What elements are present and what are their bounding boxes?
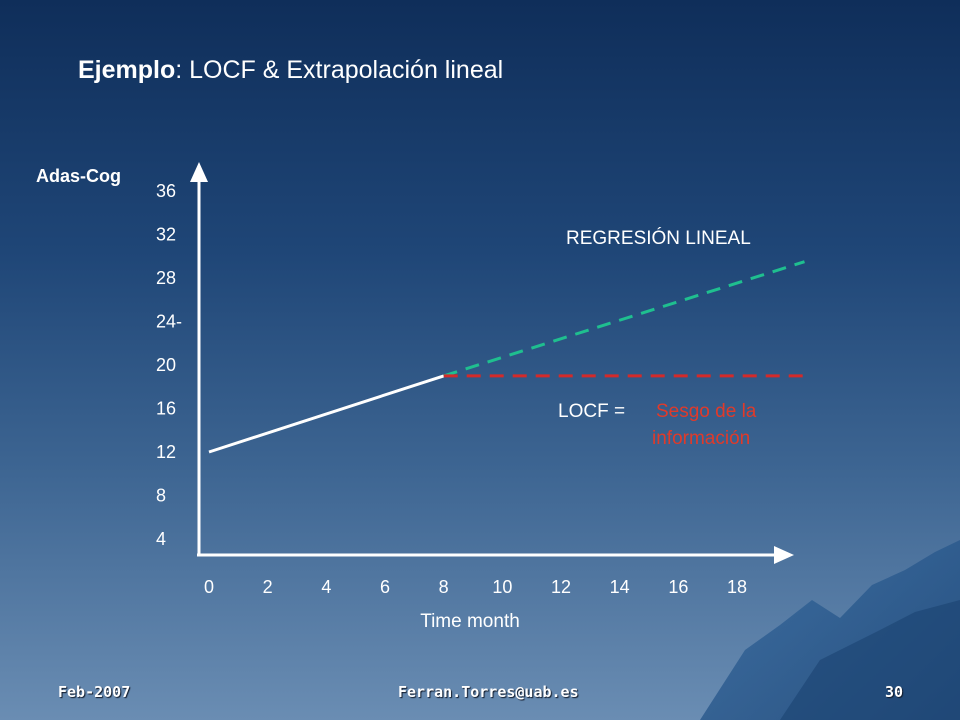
bias-label-line1: Sesgo de la <box>656 401 757 422</box>
x-tick-label: 2 <box>263 577 273 597</box>
y-axis-label: Adas-Cog <box>36 166 121 186</box>
y-tick-label: 8 <box>156 486 166 506</box>
footer-email: Ferran.Torres@uab.es <box>398 683 579 701</box>
x-tick-label: 10 <box>492 577 512 597</box>
x-tick-label: 16 <box>668 577 688 597</box>
footer-date: Feb-2007 <box>58 683 131 701</box>
slide-title-bold: Ejemplo <box>78 56 176 84</box>
x-tick-labels: 0 2 4 6 8 10 12 14 16 18 <box>204 577 747 597</box>
y-tick-label: 12 <box>156 442 176 462</box>
x-tick-label: 12 <box>551 577 571 597</box>
y-tick-labels: 36 32 28 24- 20 16 12 8 4 <box>156 181 182 549</box>
y-axis <box>190 162 208 555</box>
x-tick-label: 4 <box>321 577 331 597</box>
y-tick-label: 16 <box>156 399 176 419</box>
bias-label-line2: información <box>652 428 750 449</box>
slide-title-rest: : LOCF & Extrapolación lineal <box>175 56 504 84</box>
y-tick-label: 36 <box>156 181 176 201</box>
observed-series-line <box>208 374 445 454</box>
x-tick-label: 14 <box>610 577 630 597</box>
series-layer <box>208 260 811 454</box>
x-axis <box>197 546 794 564</box>
regression-label: REGRESIÓN LINEAL <box>566 227 751 249</box>
x-axis-label: Time month <box>420 611 520 632</box>
slide-title: Ejemplo: LOCF & Extrapolación lineal <box>78 56 503 85</box>
regression-series-line <box>443 260 805 378</box>
x-tick-label: 8 <box>439 577 449 597</box>
mountain-decoration <box>700 540 960 720</box>
x-tick-label: 0 <box>204 577 214 597</box>
x-tick-label: 6 <box>380 577 390 597</box>
footer-page-number: 30 <box>885 683 904 701</box>
y-tick-label: 28 <box>156 268 176 288</box>
y-tick-label: 24- <box>156 312 182 332</box>
locf-label: LOCF = <box>558 401 630 422</box>
y-tick-label: 32 <box>156 225 176 245</box>
x-tick-label: 18 <box>727 577 747 597</box>
y-tick-label: 4 <box>156 529 166 549</box>
y-tick-label: 20 <box>156 355 176 375</box>
